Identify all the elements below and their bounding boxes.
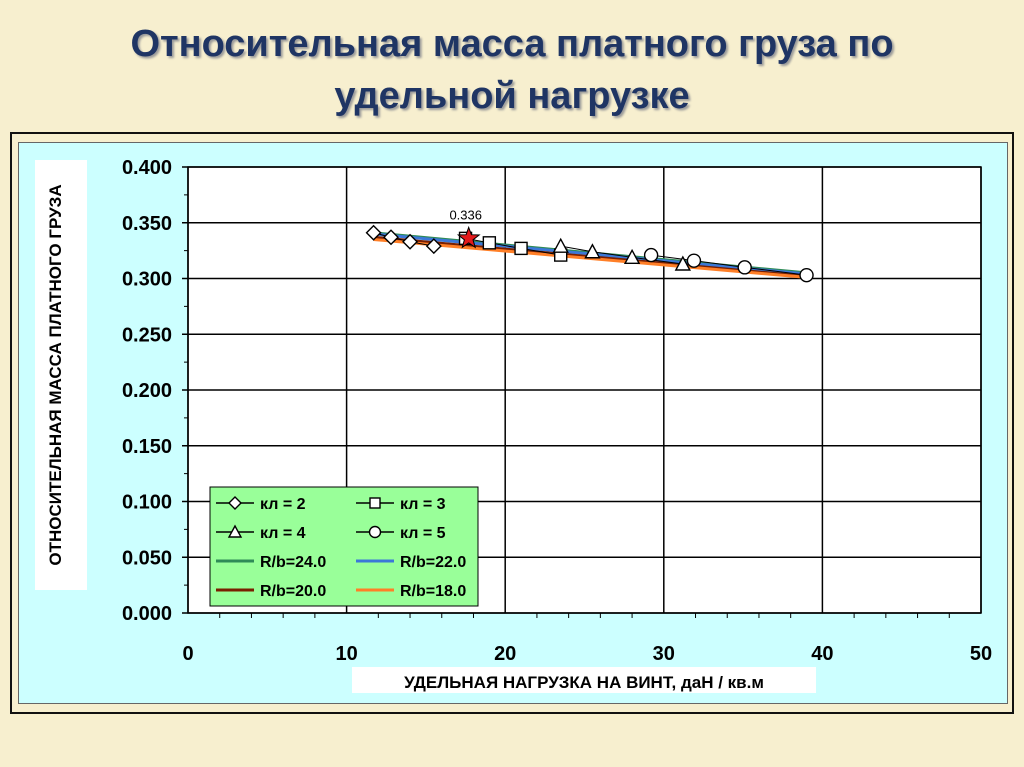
xlabel-box xyxy=(352,667,816,693)
x-axis-label: УДЕЛЬНАЯ НАГРУЗКА НА ВИНТ, даН / кв.м xyxy=(404,673,764,692)
circle-marker xyxy=(737,260,752,275)
legend-label: R/b=18.0 xyxy=(400,583,466,600)
series-markers xyxy=(365,224,814,283)
legend: кл = 2 кл = 3 кл = 4 кл = 5 R/b=24.0 R/b=22.0… xyxy=(209,486,479,607)
circle-marker xyxy=(799,267,814,283)
slide-title: Относительная масса платного груза по уд… xyxy=(0,18,1024,122)
y-tick-label: 0.400 xyxy=(122,157,172,179)
legend-label: R/b=24.0 xyxy=(260,554,326,571)
diamond-marker xyxy=(365,224,382,241)
y-tick-label: 0.000 xyxy=(122,603,172,625)
y-tick-labels: 0.000 0.050 0.100 0.150 0.200 0.250 0.300 0.350… xyxy=(122,157,172,625)
x-tick-labels: 0 10 20 30 40 50 xyxy=(182,643,992,665)
x-tick-label: 10 xyxy=(335,643,357,665)
x-tick-label: 0 xyxy=(182,643,193,665)
y-axis-label: ОТНОСИТЕЛЬНАЯ МАССА ПЛАТНОГО ГРУЗА xyxy=(46,184,65,565)
legend-label: R/b=20.0 xyxy=(260,583,326,600)
y-tick-label: 0.150 xyxy=(122,436,172,458)
y-tick-label: 0.100 xyxy=(122,492,172,514)
y-tick-label: 0.200 xyxy=(122,380,172,402)
legend-label: кл = 4 xyxy=(260,525,306,542)
marker-series-line xyxy=(651,254,807,276)
highlight-label: 0.336 xyxy=(449,207,482,222)
y-tick-label: 0.350 xyxy=(122,213,172,235)
marker-series-line xyxy=(465,237,561,256)
triangle-marker xyxy=(623,248,641,265)
legend-label: кл = 5 xyxy=(400,525,446,542)
x-tick-label: 50 xyxy=(970,643,992,665)
legend-label: кл = 2 xyxy=(260,496,306,513)
legend-label: R/b=22.0 xyxy=(400,554,466,571)
triangle-marker xyxy=(584,243,601,259)
x-tick-label: 40 xyxy=(811,643,833,665)
diamond-marker xyxy=(383,229,399,246)
highlight-point: 0.336 xyxy=(449,207,482,249)
circle-marker xyxy=(643,247,659,263)
triangle-marker xyxy=(227,524,243,538)
slide-title-line-2: удельной нагрузке xyxy=(334,75,690,117)
legend-label: кл = 3 xyxy=(400,496,446,513)
square-marker xyxy=(514,241,528,256)
diamond-marker xyxy=(425,238,442,255)
slide-title-line-1: Относительная масса платного груза по xyxy=(130,23,894,65)
legend-box xyxy=(209,486,479,607)
square-marker xyxy=(482,236,497,250)
highlight-star xyxy=(456,225,481,249)
x-tick-label: 30 xyxy=(653,643,675,665)
y-tick-label: 0.300 xyxy=(122,269,172,291)
y-tick-label: 0.250 xyxy=(122,324,172,346)
y-tick-label: 0.050 xyxy=(122,547,172,569)
circle-marker xyxy=(686,253,702,268)
diamond-marker xyxy=(402,233,419,250)
diamond-marker xyxy=(228,496,242,510)
marker-series-line xyxy=(560,245,683,265)
triangle-marker xyxy=(552,237,569,253)
marker-series-line xyxy=(373,232,434,247)
square-marker xyxy=(369,497,381,509)
ylabel-box xyxy=(35,160,87,590)
x-tick-label: 20 xyxy=(494,643,516,665)
circle-marker xyxy=(368,525,382,539)
triangle-marker xyxy=(674,255,692,271)
